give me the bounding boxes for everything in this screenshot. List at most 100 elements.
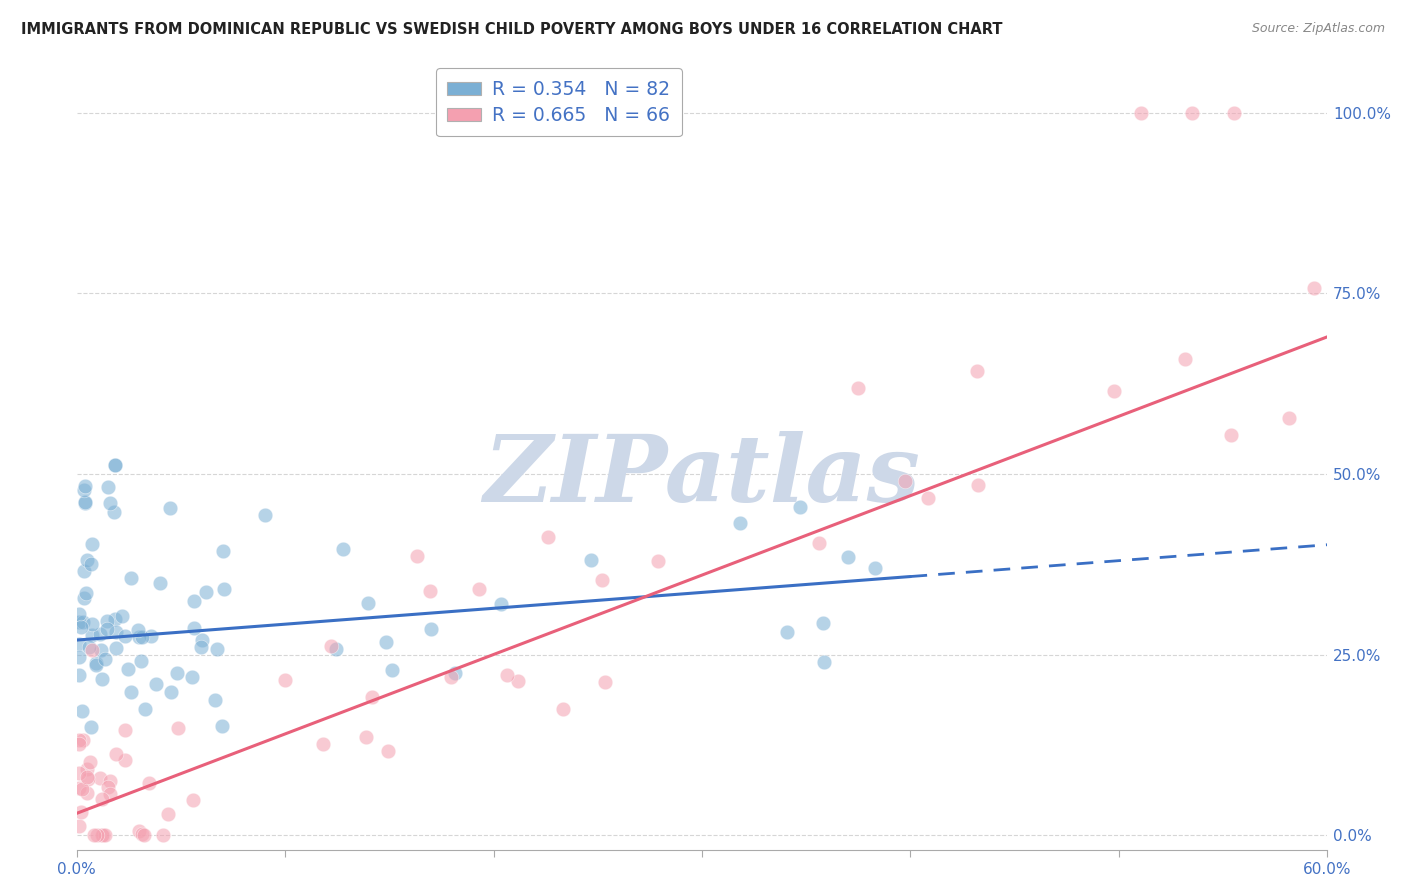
Point — [73, 495, 96, 509]
Point — [93, 828, 115, 842]
Point — [1181, 106, 1204, 120]
Point — [156, 806, 179, 821]
Point — [377, 744, 399, 758]
Point — [183, 594, 205, 608]
Text: Source: ZipAtlas.com: Source: ZipAtlas.com — [1251, 22, 1385, 36]
Point — [120, 685, 142, 699]
Point — [149, 576, 172, 591]
Point — [139, 629, 162, 643]
Point — [117, 662, 139, 676]
Point — [72, 564, 94, 578]
Point — [104, 458, 127, 473]
Point — [103, 458, 125, 473]
Point — [90, 828, 112, 842]
Point — [114, 723, 136, 738]
Point — [80, 617, 103, 632]
Point — [138, 776, 160, 790]
Point — [67, 615, 90, 629]
Point — [183, 621, 205, 635]
Point — [966, 364, 988, 378]
Point — [96, 622, 118, 636]
Point — [72, 615, 94, 629]
Point — [551, 702, 574, 716]
Point — [67, 636, 90, 650]
Point — [75, 479, 97, 493]
Point — [191, 632, 214, 647]
Point — [91, 672, 114, 686]
Point — [776, 625, 799, 640]
Point — [1219, 428, 1241, 442]
Point — [593, 674, 616, 689]
Point — [67, 668, 90, 682]
Point — [76, 762, 98, 776]
Point — [647, 554, 669, 568]
Point — [1102, 384, 1125, 399]
Point — [190, 640, 212, 655]
Point — [420, 623, 443, 637]
Point — [893, 475, 915, 489]
Point — [357, 596, 380, 610]
Point — [468, 582, 491, 596]
Point — [96, 614, 118, 628]
Point — [332, 541, 354, 556]
Point — [1278, 411, 1301, 425]
Point — [443, 666, 465, 681]
Point — [354, 730, 377, 744]
Point — [73, 483, 96, 497]
Point — [506, 673, 529, 688]
Point — [254, 508, 277, 522]
Point — [167, 721, 190, 735]
Point — [813, 655, 835, 669]
Point — [728, 516, 751, 531]
Point — [152, 828, 174, 842]
Point — [104, 612, 127, 626]
Point — [114, 753, 136, 767]
Point — [917, 491, 939, 505]
Point — [489, 597, 512, 611]
Point — [97, 480, 120, 494]
Point — [846, 380, 869, 394]
Point — [111, 609, 134, 624]
Point — [381, 663, 404, 677]
Point — [204, 693, 226, 707]
Point — [98, 787, 121, 801]
Point — [89, 626, 111, 640]
Point — [1303, 281, 1326, 295]
Point — [813, 615, 835, 630]
Point — [180, 670, 202, 684]
Point — [94, 652, 117, 666]
Point — [91, 791, 114, 805]
Point — [406, 549, 429, 563]
Point — [72, 591, 94, 606]
Point — [89, 771, 111, 785]
Point — [537, 530, 560, 544]
Point — [159, 501, 181, 516]
Point — [69, 619, 91, 633]
Point — [361, 690, 384, 705]
Point — [132, 828, 155, 842]
Point — [76, 772, 98, 786]
Point — [67, 819, 90, 833]
Point — [129, 654, 152, 668]
Point — [72, 733, 94, 747]
Point — [98, 496, 121, 510]
Point — [73, 495, 96, 509]
Point — [131, 630, 153, 644]
Point — [321, 640, 343, 654]
Point — [145, 677, 167, 691]
Point — [76, 786, 98, 800]
Point — [325, 642, 347, 657]
Point — [86, 828, 108, 842]
Point — [114, 629, 136, 643]
Point — [837, 550, 859, 565]
Point — [67, 780, 90, 795]
Point — [67, 766, 90, 780]
Point — [579, 553, 602, 567]
Point — [84, 656, 107, 670]
Point — [591, 573, 613, 587]
Point — [70, 704, 93, 718]
Point — [1223, 106, 1246, 120]
Point — [789, 500, 811, 514]
Point — [274, 673, 297, 687]
Point — [84, 657, 107, 672]
